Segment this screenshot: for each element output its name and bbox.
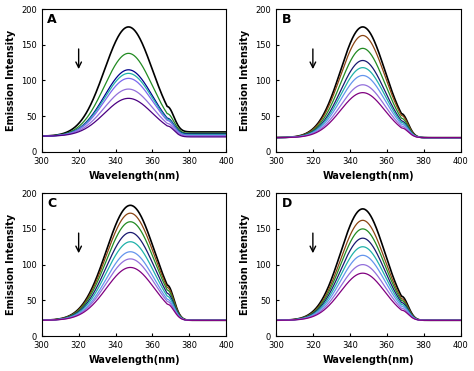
X-axis label: Wavelength(nm): Wavelength(nm) (322, 355, 414, 365)
Y-axis label: Emission Intensity: Emission Intensity (6, 214, 16, 315)
X-axis label: Wavelength(nm): Wavelength(nm) (322, 171, 414, 181)
Y-axis label: Emission Intensity: Emission Intensity (240, 214, 250, 315)
Y-axis label: Emission Intensity: Emission Intensity (240, 30, 250, 131)
Y-axis label: Emission Intensity: Emission Intensity (6, 30, 16, 131)
Text: C: C (47, 197, 56, 210)
Text: A: A (47, 13, 57, 26)
X-axis label: Wavelength(nm): Wavelength(nm) (88, 355, 180, 365)
Text: D: D (282, 197, 292, 210)
X-axis label: Wavelength(nm): Wavelength(nm) (88, 171, 180, 181)
Text: B: B (282, 13, 291, 26)
